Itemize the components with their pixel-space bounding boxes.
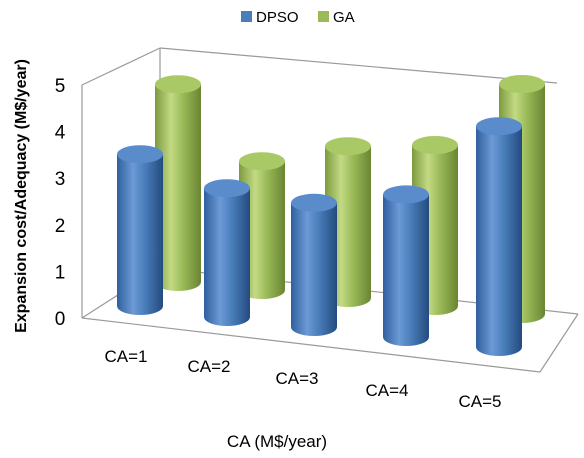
bar-cap [325, 137, 371, 156]
bar-cap [499, 75, 545, 93]
bar-body [155, 84, 201, 291]
back-wall-top-edge [159, 47, 558, 84]
bar-cap [412, 136, 458, 154]
bar-body [383, 194, 429, 346]
bar-cap [155, 75, 201, 94]
bar-cap [476, 117, 522, 136]
x-tick-label: CA=2 [188, 357, 231, 376]
x-tick-label: CA=1 [105, 347, 148, 366]
bar-body [117, 154, 163, 315]
floor-right-edge [539, 313, 579, 373]
y-tick-label: 5 [55, 76, 66, 97]
legend-swatch-dpso [241, 11, 252, 22]
bar-dpso-4 [383, 185, 429, 346]
bar-body [239, 161, 285, 299]
y-tick-label: 4 [55, 123, 66, 144]
bar-dpso-5 [476, 117, 522, 356]
floor-front-edge [81, 317, 541, 373]
bar-body [476, 126, 522, 356]
legend-label-ga: GA [333, 9, 355, 26]
x-tick-label: CA=3 [276, 369, 319, 388]
x-tick-labels: CA=1 CA=2 CA=3 CA=4 CA=5 [105, 347, 502, 411]
bar-ga-2 [239, 152, 285, 299]
bar-dpso-3 [291, 193, 337, 336]
legend: DPSO GA [241, 9, 355, 26]
legend-swatch-ga [318, 11, 329, 22]
y-tick-labels: 0 1 2 3 4 5 [55, 76, 66, 330]
y-tick-label: 0 [55, 309, 66, 330]
y-tick-label: 3 [55, 169, 66, 190]
bars [117, 75, 545, 356]
bar-dpso-2 [204, 179, 250, 326]
bar-cap [117, 145, 163, 164]
x-tick-label: CA=5 [459, 392, 502, 411]
bar-cap [383, 185, 429, 204]
y-tick-label: 1 [55, 262, 66, 283]
bar-body [291, 202, 337, 336]
bar-dpso-1 [117, 145, 163, 315]
y-axis-title: Expansion cost/Adequacy (M$/year) [13, 59, 30, 333]
x-tick-label: CA=4 [366, 381, 409, 400]
bar-cap [204, 179, 250, 198]
bar-cap [239, 152, 285, 171]
y-tick-label: 2 [55, 216, 66, 237]
legend-label-dpso: DPSO [256, 9, 299, 26]
top-depth-edge [81, 47, 161, 86]
bar-body [204, 188, 250, 326]
bar-cap [291, 193, 337, 212]
bar-ga-1 [155, 75, 201, 291]
x-axis-title: CA (M$/year) [227, 432, 327, 451]
